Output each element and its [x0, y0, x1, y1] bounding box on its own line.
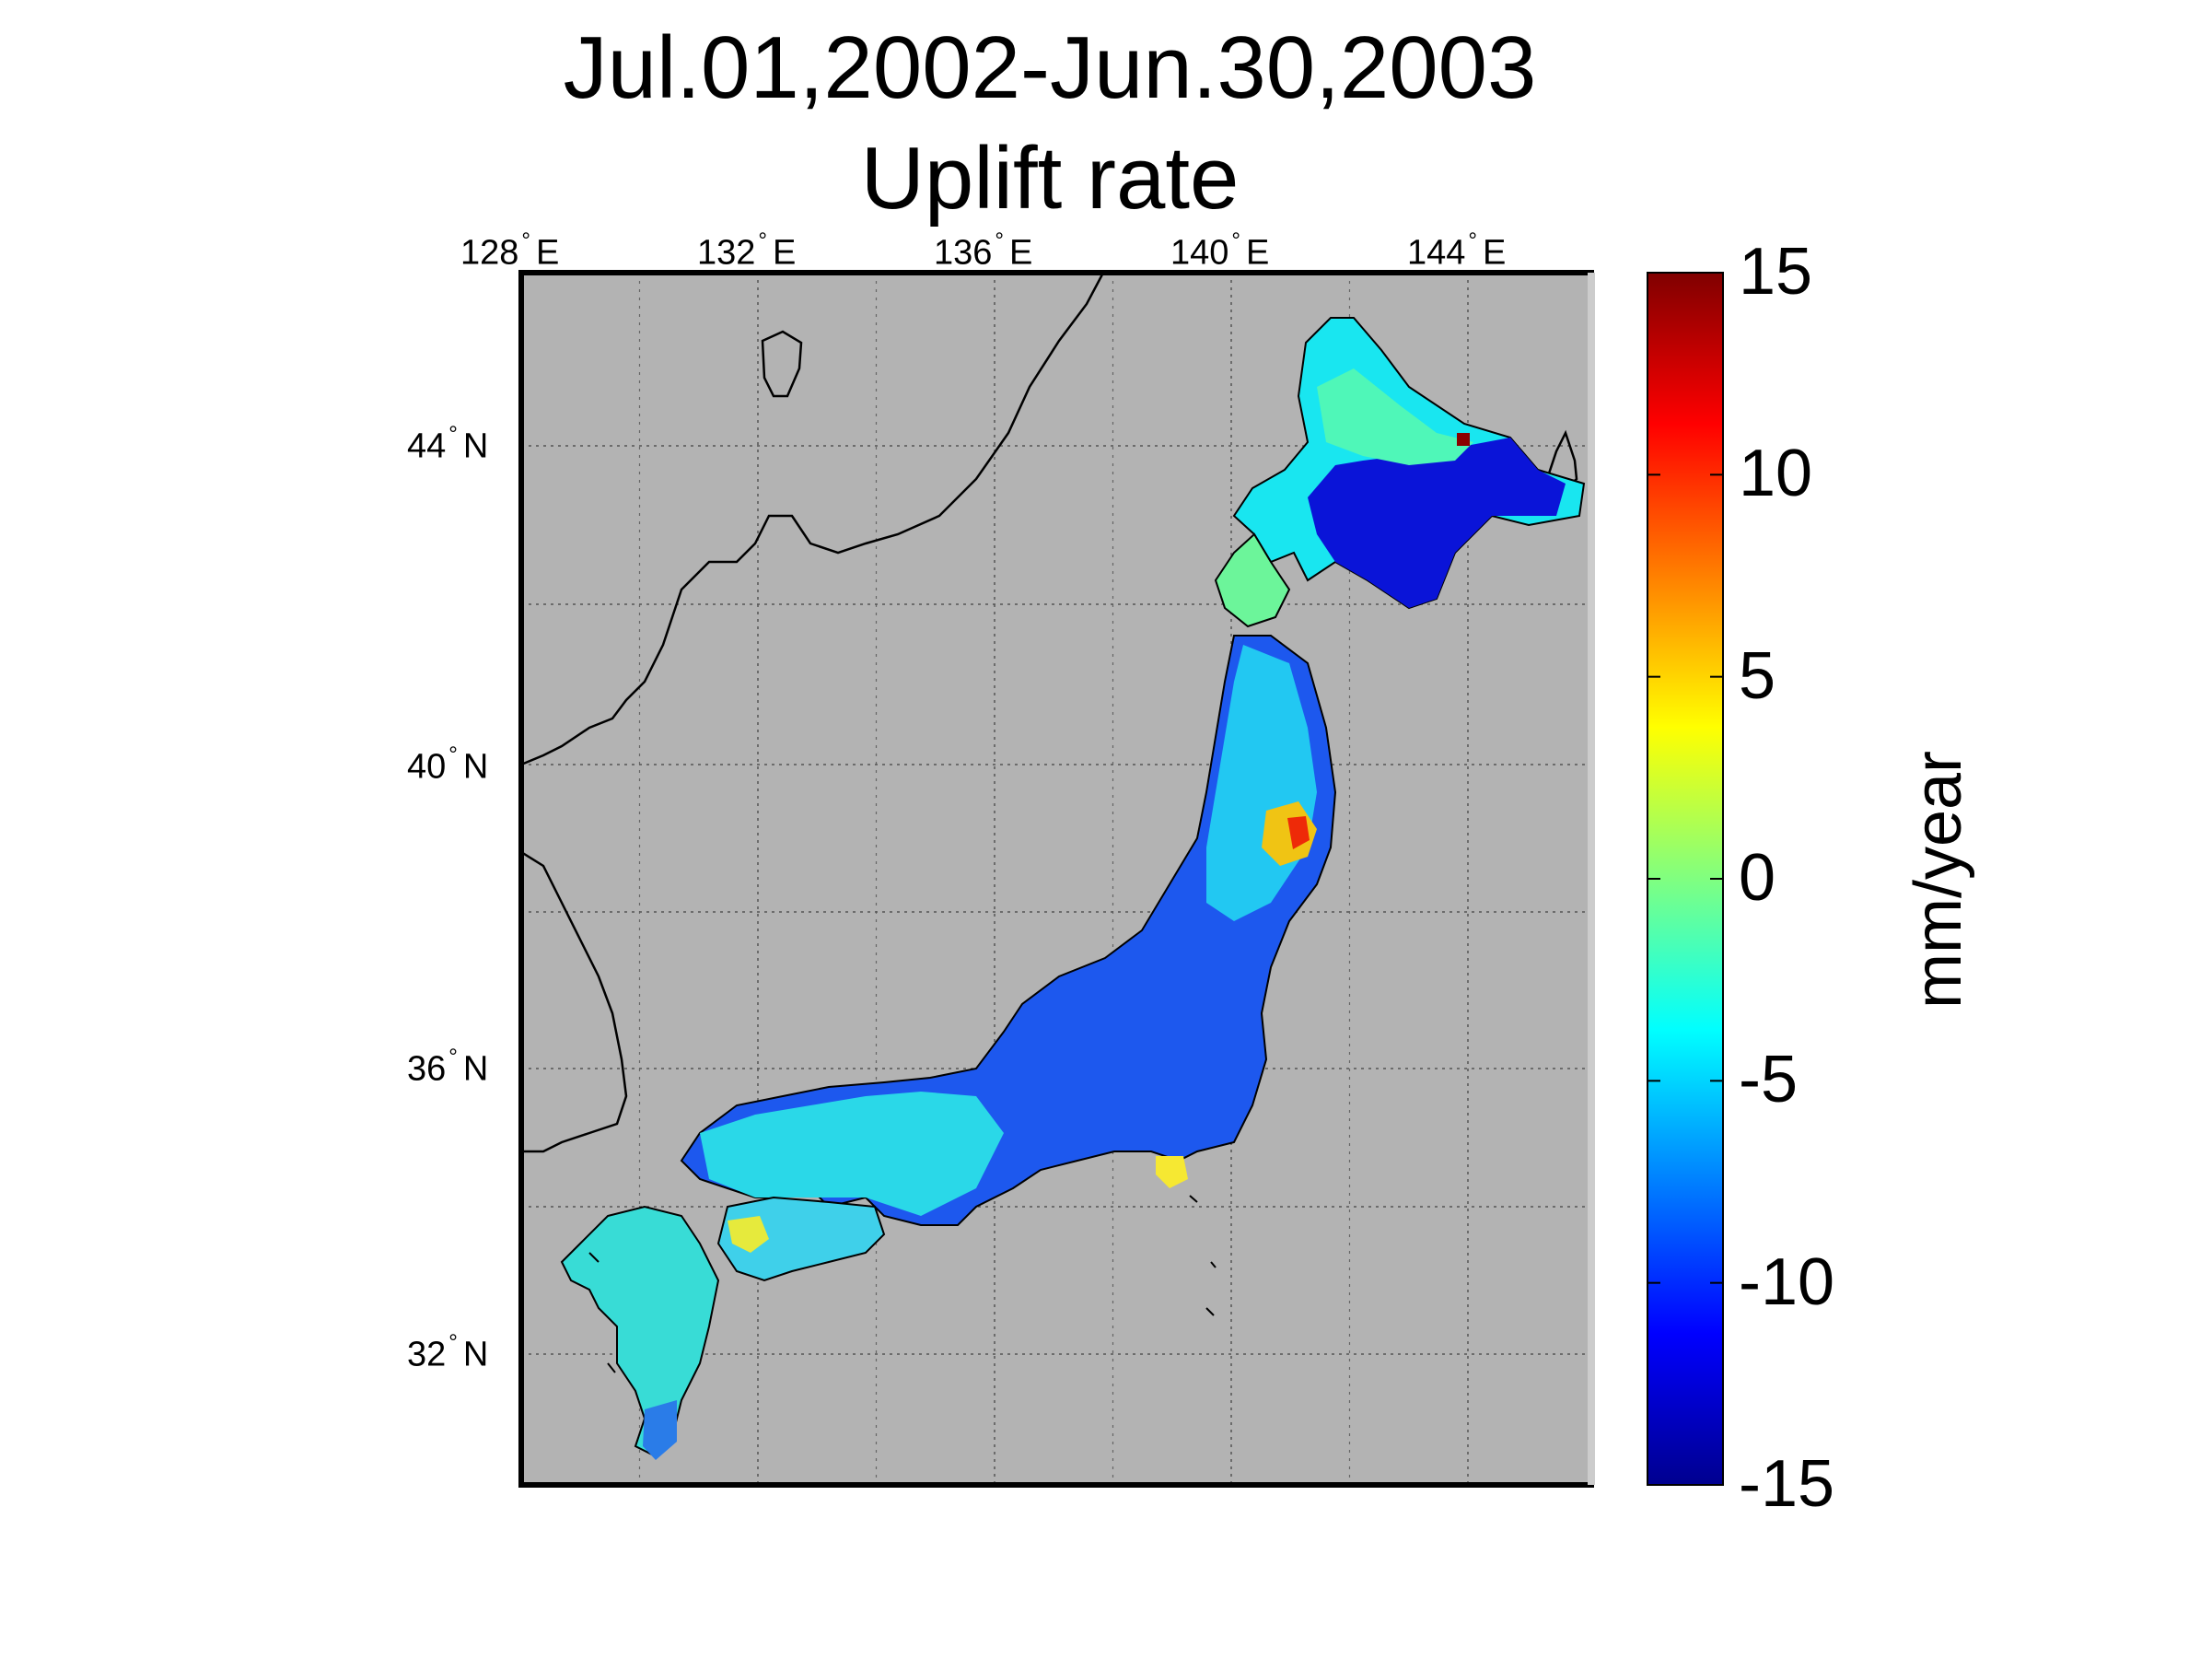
lon-tick-140: 140 ° E [1170, 228, 1270, 274]
lat-tick-value: 40 [407, 747, 447, 787]
lon-tick-value: 136 [934, 233, 993, 273]
degree-symbol: ° [448, 422, 458, 447]
colorbar-unit-label: mm/year [1902, 750, 1975, 1009]
lon-tick-144: 144 ° E [1407, 228, 1507, 274]
lat-tick-44: 44 ° N [407, 422, 489, 467]
lon-tick-value: 128 [460, 233, 519, 273]
miyagi-uplift-core [1287, 816, 1310, 849]
lat-tick-hemisphere: N [462, 747, 489, 787]
honshu-land [680, 635, 1337, 1226]
kyushu-tip-blue [643, 1400, 677, 1460]
korea-coast [521, 850, 628, 1153]
lon-tick-132: 132 ° E [697, 228, 797, 274]
lat-tick-hemisphere: N [462, 1335, 489, 1374]
kyushu-land [560, 1205, 720, 1457]
lat-tick-36: 36 ° N [407, 1045, 489, 1090]
lon-tick-hemisphere: E [1246, 233, 1270, 273]
degree-symbol: ° [758, 228, 768, 253]
uplift-field [560, 317, 1586, 1460]
lat-tick-hemisphere: N [462, 426, 489, 466]
colorbar-tick-label: -10 [1739, 1244, 1835, 1319]
degree-symbol: ° [448, 1330, 458, 1355]
lon-tick-hemisphere: E [773, 233, 797, 273]
lon-tick-hemisphere: E [1009, 233, 1033, 273]
degree-symbol: ° [521, 228, 531, 253]
lon-tick-hemisphere: E [536, 233, 560, 273]
lat-tick-value: 36 [407, 1049, 447, 1089]
colorbar-tick-label: -5 [1739, 1043, 1799, 1117]
degree-symbol: ° [995, 228, 1005, 253]
lat-tick-value: 32 [407, 1335, 447, 1374]
mainland-coast [521, 273, 1105, 766]
lon-tick-hemisphere: E [1483, 233, 1507, 273]
izu-uplift [1156, 1156, 1188, 1188]
lat-tick-40: 40 ° N [407, 742, 489, 788]
colorbar-tick-label: 0 [1739, 841, 1776, 915]
colorbar-tick-label: 10 [1739, 437, 1813, 511]
oshima-land [1214, 532, 1291, 628]
colorbar-tick-label: 5 [1739, 638, 1776, 713]
kinki-chugoku-cyan [700, 1092, 1004, 1216]
colorbar-tick-label: -15 [1739, 1447, 1835, 1521]
colorbar-tick-label: 15 [1739, 235, 1813, 309]
island-coast [761, 330, 803, 398]
islands-coast [588, 1195, 1217, 1373]
degree-symbol: ° [448, 742, 458, 767]
lat-tick-hemisphere: N [462, 1049, 489, 1089]
title-line-1: Jul.01,2002-Jun.30,2003 [563, 18, 1537, 117]
title-line-2: Uplift rate [860, 129, 1240, 228]
lon-tick-value: 132 [697, 233, 756, 273]
hokkaido-red-spot [1457, 433, 1470, 446]
colorbar-ticks [1647, 272, 1723, 1486]
lon-tick-136: 136 ° E [934, 228, 1033, 274]
degree-symbol: ° [1468, 228, 1478, 253]
hokkaido-north-green [1317, 368, 1473, 465]
shikoku-west-yellow [728, 1216, 769, 1253]
degree-symbol: ° [448, 1045, 458, 1069]
lon-tick-128: 128 ° E [460, 228, 560, 274]
hokkaido-east-low [1308, 438, 1566, 608]
degree-symbol: ° [1231, 228, 1241, 253]
lat-tick-32: 32 ° N [407, 1330, 489, 1375]
lon-tick-value: 140 [1170, 233, 1229, 273]
map-title: Jul.01,2002-Jun.30,2003 Uplift rate [0, 13, 2100, 234]
lon-tick-value: 144 [1407, 233, 1466, 273]
lat-tick-value: 44 [407, 426, 447, 466]
